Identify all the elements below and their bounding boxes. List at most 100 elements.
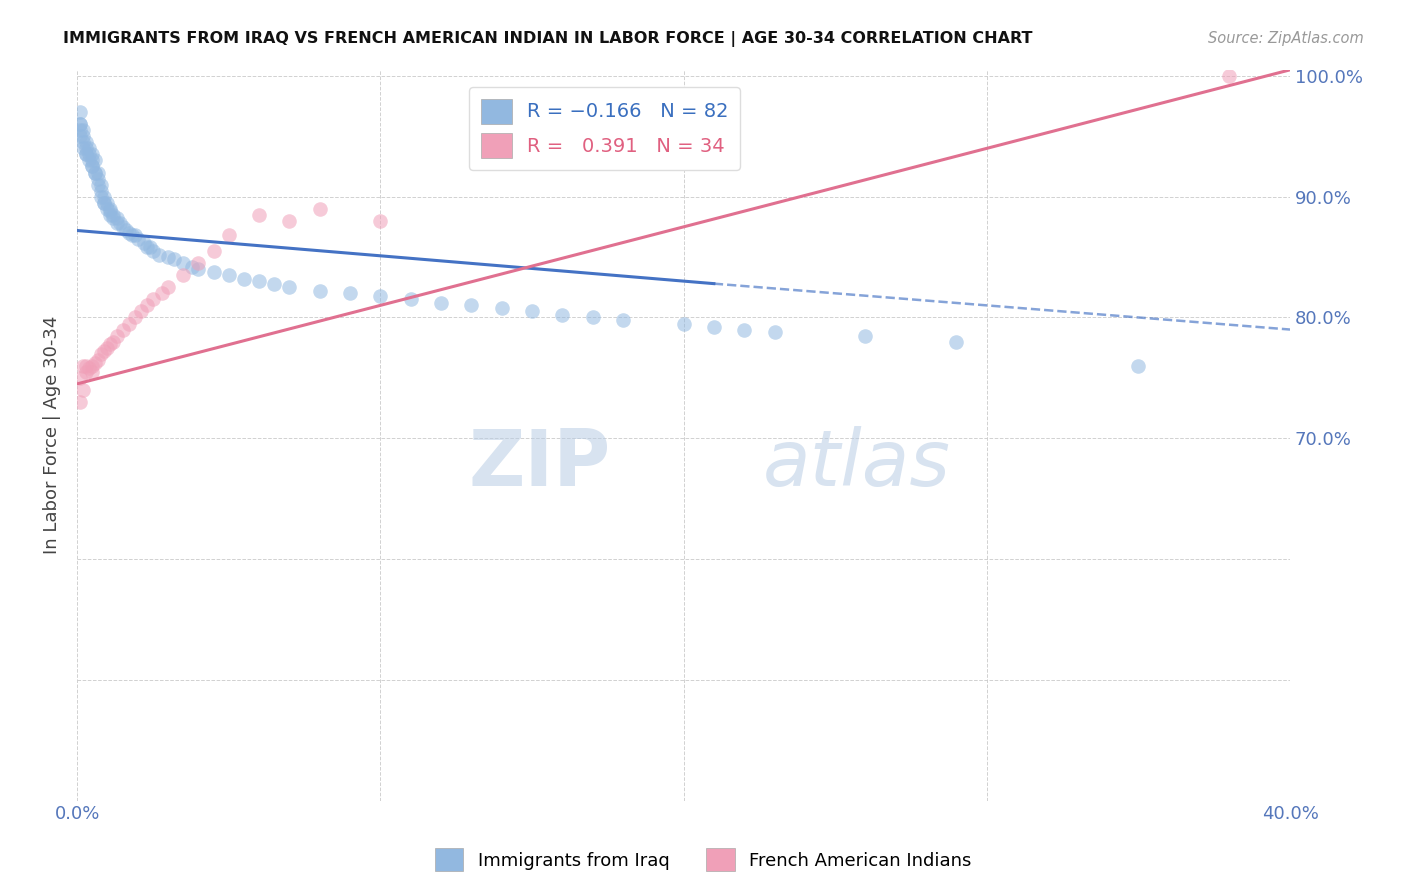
Point [163,252,186,267]
Point [87,165,110,179]
Point [855,328,877,343]
Point [114,223,136,237]
Point [93,344,115,359]
Point [612,313,634,327]
Point [172,268,194,283]
Point [370,214,392,228]
Point [247,274,270,288]
Point [100,337,122,351]
Point [232,272,254,286]
Text: atlas: atlas [762,426,950,502]
Point [1128,359,1150,373]
Point [308,202,330,216]
Point [105,211,128,226]
Legend: Immigrants from Iraq, French American Indians: Immigrants from Iraq, French American In… [427,841,979,879]
Point [1218,69,1240,83]
Point [75,147,97,161]
Point [399,293,422,307]
Point [202,264,225,278]
Point [75,136,97,150]
Point [127,232,149,246]
Point [90,347,112,361]
Point [491,301,513,315]
Point [100,208,122,222]
Point [733,322,755,336]
Point [581,310,603,325]
Point [75,141,97,155]
Point [84,165,107,179]
Point [124,228,146,243]
Point [90,178,112,192]
Point [77,361,100,376]
Point [142,244,165,258]
Point [103,334,125,349]
Point [96,195,118,210]
Point [278,214,301,228]
Point [75,365,97,379]
Point [121,228,143,243]
Point [247,208,270,222]
Point [69,105,91,120]
Point [111,219,134,234]
Point [77,153,100,168]
Point [672,317,695,331]
Point [72,136,94,150]
Point [77,147,100,161]
Point [135,240,157,254]
Point [124,310,146,325]
Point [157,280,180,294]
Point [96,341,118,355]
Point [108,216,131,230]
Point [84,153,107,168]
Point [69,395,91,409]
Point [75,359,97,373]
Point [172,256,194,270]
Point [218,228,240,243]
Point [72,129,94,144]
Point [370,289,392,303]
Point [84,356,107,370]
Point [430,296,453,310]
Legend: R = −0.166   N = 82, R =   0.391   N = 34: R = −0.166 N = 82, R = 0.391 N = 34 [468,87,741,169]
Point [82,160,104,174]
Text: Source: ZipAtlas.com: Source: ZipAtlas.com [1208,31,1364,46]
Point [87,171,110,186]
Point [69,117,91,131]
Point [69,117,91,131]
Point [82,365,104,379]
Point [90,189,112,203]
Point [93,189,115,203]
Point [105,216,128,230]
Point [263,277,285,291]
Point [181,260,204,274]
Point [72,383,94,397]
Point [82,153,104,168]
Point [150,286,173,301]
Point [117,317,139,331]
Point [77,141,100,155]
Point [460,298,482,312]
Point [111,322,134,336]
Point [278,280,301,294]
Point [93,195,115,210]
Point [87,352,110,367]
Point [142,293,165,307]
Text: ZIP: ZIP [468,426,610,502]
Point [84,165,107,179]
Point [90,184,112,198]
Point [187,256,209,270]
Point [87,178,110,192]
Point [82,147,104,161]
Point [82,359,104,373]
Point [103,208,125,222]
Point [945,334,967,349]
Point [157,250,180,264]
Point [135,298,157,312]
Point [82,160,104,174]
Point [100,202,122,216]
Point [132,235,155,250]
Point [202,244,225,258]
Point [69,123,91,137]
Point [703,320,725,334]
Point [117,226,139,240]
